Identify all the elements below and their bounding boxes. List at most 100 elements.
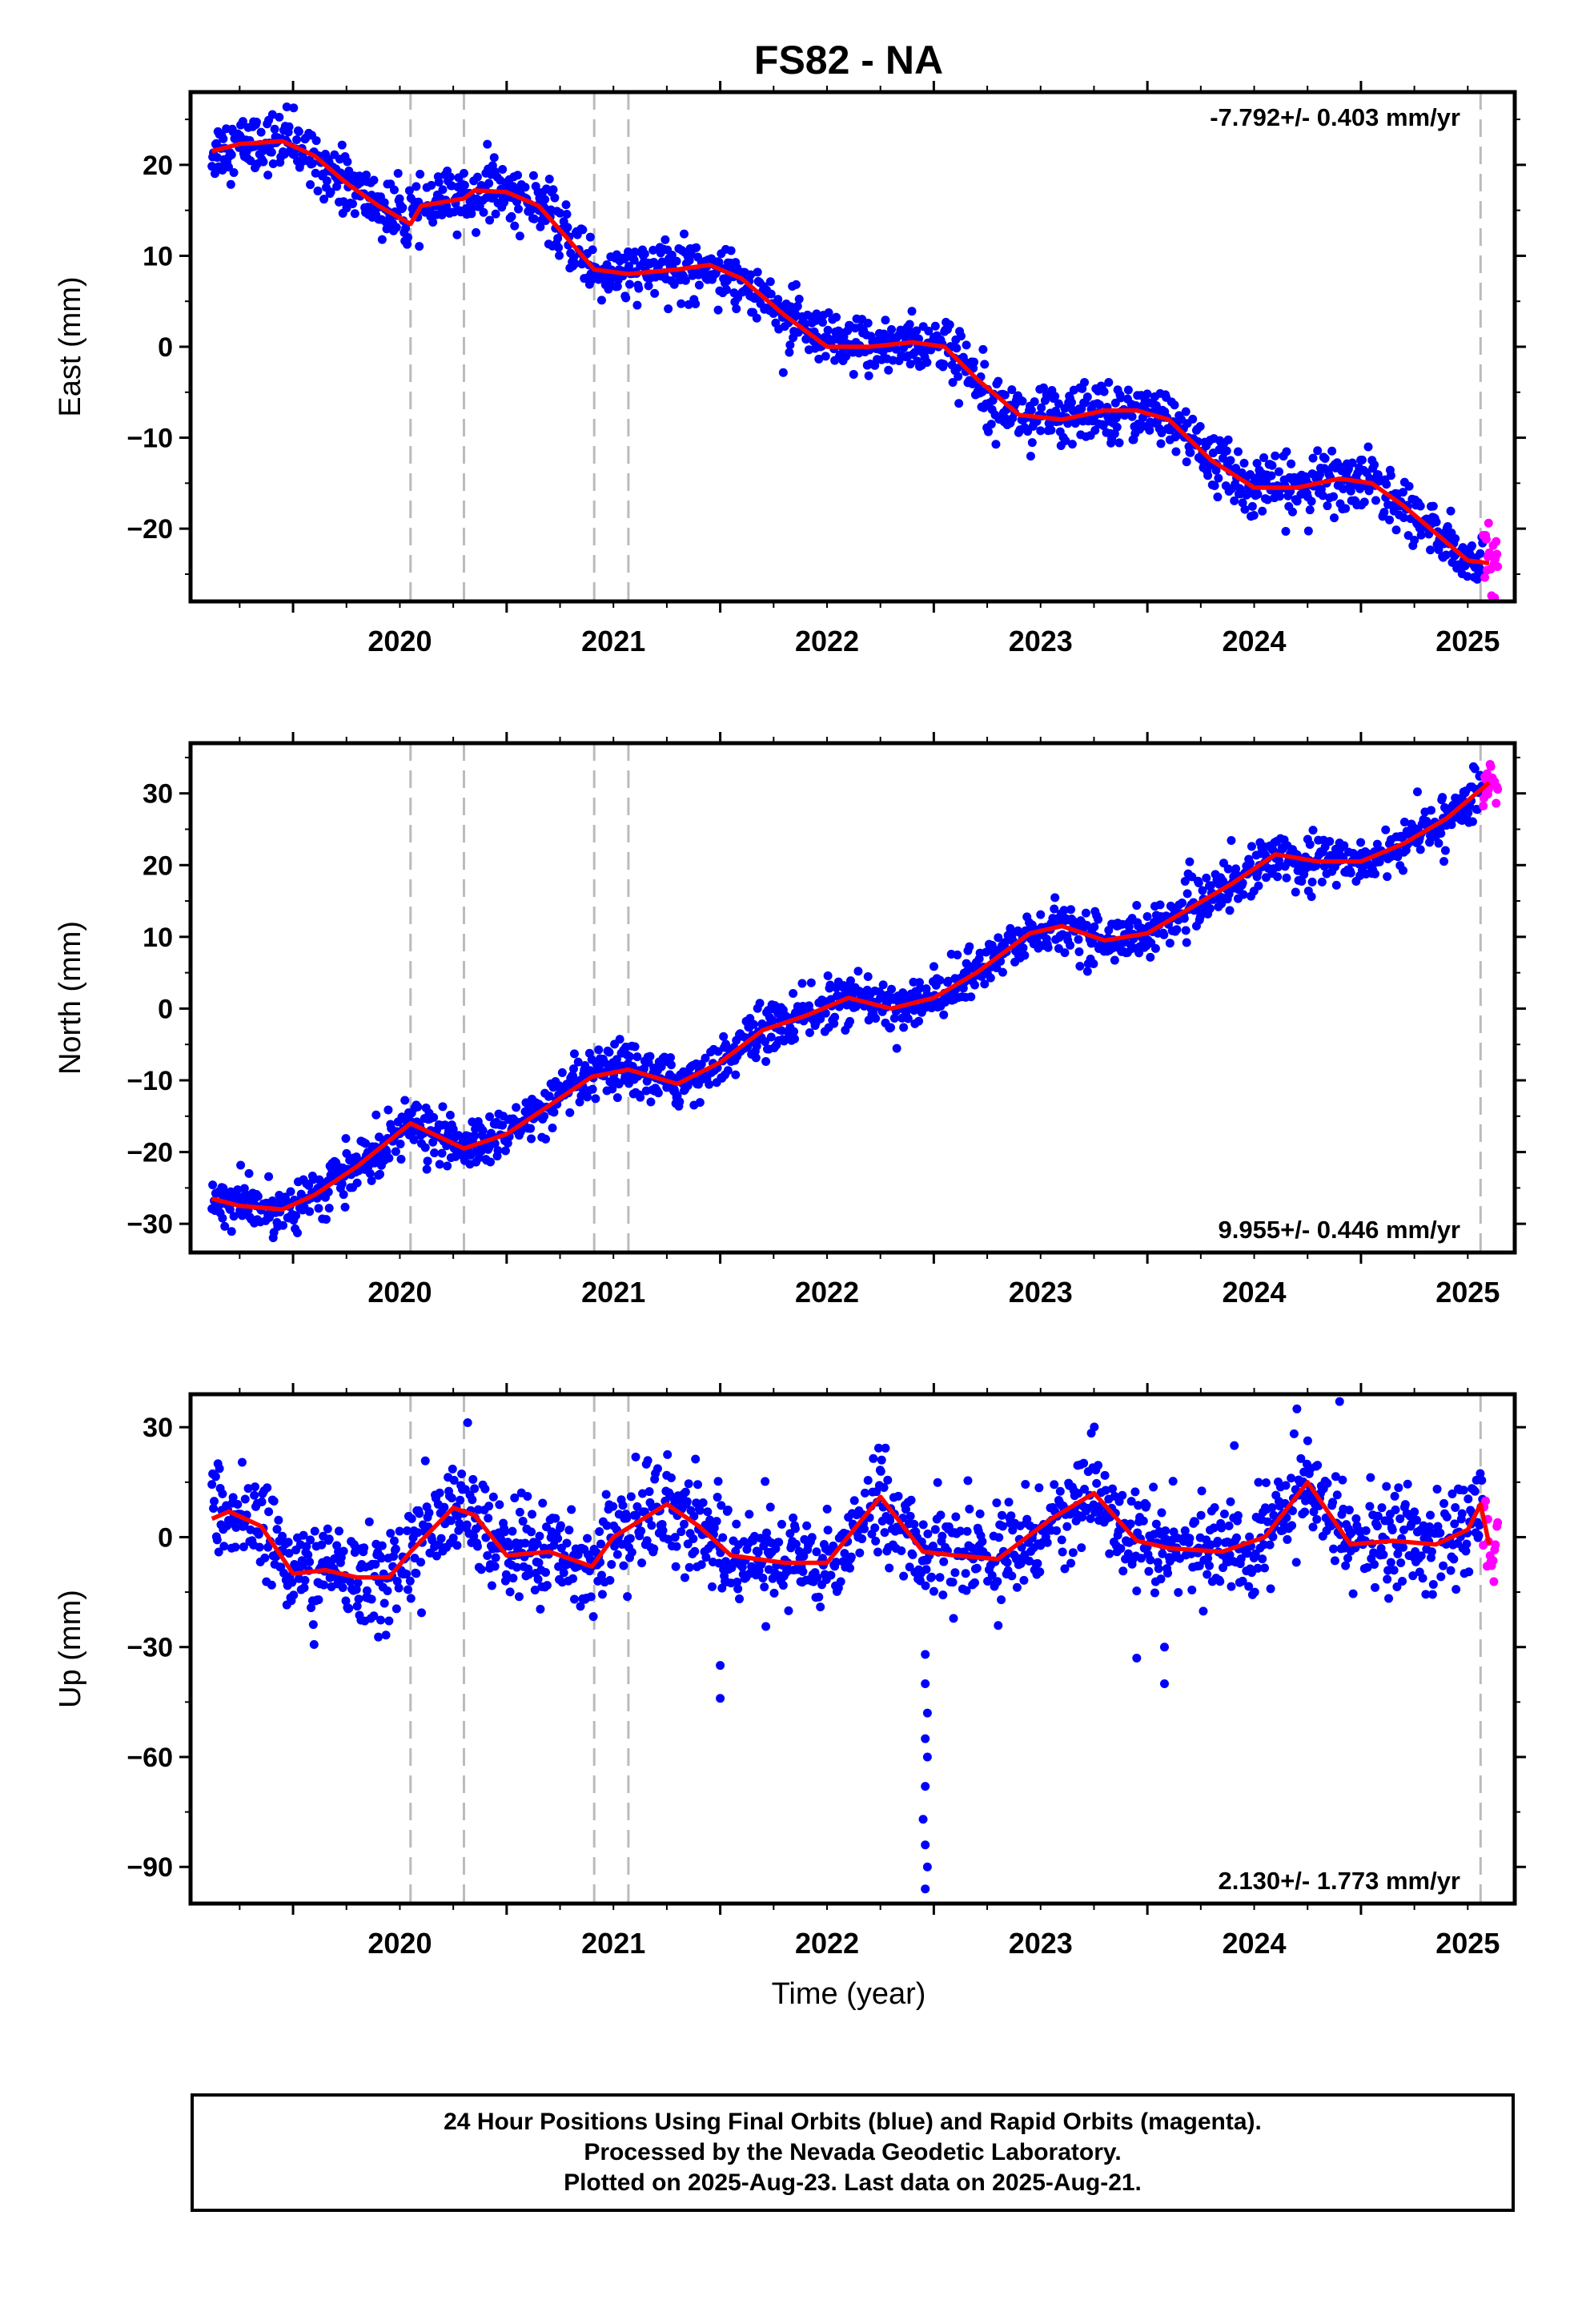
up-final-point bbox=[454, 1526, 464, 1535]
east-final-point bbox=[1287, 507, 1297, 517]
up-final-point bbox=[1459, 1486, 1468, 1495]
east-rapid-point bbox=[1484, 518, 1493, 528]
east-final-point bbox=[1323, 501, 1332, 511]
up-final-point bbox=[826, 1570, 836, 1580]
east-final-point bbox=[956, 332, 966, 341]
up-final-point bbox=[1432, 1484, 1442, 1494]
up-final-point bbox=[534, 1558, 544, 1567]
north-final-point bbox=[1082, 967, 1092, 976]
east-final-point bbox=[1039, 383, 1049, 392]
up-final-point bbox=[972, 1563, 982, 1573]
up-final-point bbox=[663, 1449, 673, 1459]
up-final-point bbox=[533, 1574, 543, 1584]
up-final-point bbox=[1174, 1587, 1183, 1597]
up-final-point bbox=[612, 1550, 622, 1559]
north-final-point bbox=[1066, 905, 1076, 915]
east-final-point bbox=[640, 249, 649, 259]
north-final-point bbox=[1198, 886, 1207, 895]
up-final-point bbox=[1268, 1532, 1278, 1542]
north-final-point bbox=[1020, 951, 1030, 960]
north-y-tick-label: 30 bbox=[143, 779, 173, 810]
up-final-point bbox=[790, 1524, 800, 1534]
up-final-point bbox=[490, 1562, 500, 1571]
up-final-point bbox=[218, 1489, 227, 1498]
north-final-point bbox=[994, 933, 1003, 943]
x-axis-label: Time (year) bbox=[772, 1977, 926, 2011]
up-final-point bbox=[228, 1493, 238, 1502]
east-final-point bbox=[226, 179, 235, 189]
east-final-point bbox=[732, 304, 741, 314]
up-final-point bbox=[403, 1585, 412, 1594]
up-final-point bbox=[671, 1562, 681, 1571]
east-rapid-point bbox=[1481, 534, 1491, 544]
east-final-point bbox=[223, 163, 233, 172]
north-final-point bbox=[1066, 940, 1075, 950]
up-final-point bbox=[353, 1578, 363, 1587]
up-final-point bbox=[921, 1565, 931, 1574]
east-final-point bbox=[721, 285, 731, 295]
up-final-point bbox=[791, 1539, 801, 1549]
north-final-point bbox=[1018, 943, 1028, 953]
east-final-point bbox=[650, 288, 660, 298]
north-final-point bbox=[1346, 868, 1355, 878]
east-final-point bbox=[513, 171, 523, 180]
north-final-point bbox=[227, 1227, 236, 1236]
up-final-point bbox=[308, 1620, 318, 1630]
up-final-point bbox=[1243, 1549, 1252, 1558]
up-final-point bbox=[652, 1464, 662, 1474]
up-final-point bbox=[1384, 1594, 1394, 1603]
north-final-point bbox=[966, 992, 976, 1002]
east-final-point bbox=[1240, 505, 1250, 514]
north-final-point bbox=[1223, 864, 1233, 874]
north-final-point bbox=[1425, 838, 1435, 847]
up-final-point bbox=[596, 1539, 606, 1549]
north-final-point bbox=[1274, 855, 1283, 865]
up-final-point bbox=[341, 1596, 351, 1606]
up-final-point bbox=[487, 1581, 496, 1590]
up-final-point bbox=[346, 1577, 355, 1586]
up-final-point bbox=[994, 1621, 1003, 1630]
east-final-point bbox=[954, 372, 963, 381]
up-final-point bbox=[948, 1578, 958, 1587]
north-final-point bbox=[1150, 943, 1160, 953]
up-final-point bbox=[1151, 1519, 1161, 1529]
up-final-point bbox=[1399, 1525, 1408, 1534]
up-final-point bbox=[1089, 1500, 1098, 1510]
north-final-point bbox=[1090, 922, 1099, 931]
up-final-point bbox=[1296, 1454, 1306, 1463]
north-final-point bbox=[286, 1187, 295, 1196]
north-final-point bbox=[437, 1148, 447, 1158]
east-final-point bbox=[905, 320, 914, 329]
north-final-point bbox=[821, 1008, 830, 1018]
up-final-point bbox=[317, 1540, 327, 1550]
north-final-point bbox=[723, 1066, 733, 1076]
up-final-point bbox=[299, 1530, 308, 1540]
north-final-point bbox=[1231, 864, 1241, 874]
up-final-point bbox=[1289, 1429, 1299, 1438]
east-final-point bbox=[554, 243, 564, 252]
north-final-point bbox=[1246, 858, 1255, 868]
north-final-point bbox=[1185, 857, 1195, 866]
up-final-point bbox=[1442, 1512, 1452, 1522]
east-final-point bbox=[485, 215, 495, 225]
up-final-point bbox=[608, 1502, 618, 1511]
up-final-point bbox=[250, 1490, 259, 1500]
north-rapid-point bbox=[1493, 785, 1503, 794]
north-y-tick-label: −20 bbox=[126, 1138, 173, 1168]
up-final-point bbox=[978, 1537, 987, 1546]
up-final-point bbox=[857, 1534, 867, 1544]
up-final-point bbox=[392, 1577, 402, 1586]
up-final-point bbox=[605, 1575, 615, 1585]
up-outlier-point-0 bbox=[716, 1661, 725, 1671]
up-final-point bbox=[1205, 1561, 1215, 1570]
up-final-point bbox=[823, 1526, 833, 1535]
up-final-point bbox=[1100, 1470, 1110, 1480]
up-final-point bbox=[732, 1519, 741, 1529]
east-final-point bbox=[484, 179, 494, 188]
north-final-point bbox=[624, 1051, 634, 1061]
up-final-point bbox=[463, 1418, 472, 1428]
up-final-point bbox=[1341, 1561, 1351, 1570]
up-final-point bbox=[391, 1544, 400, 1554]
east-final-point bbox=[294, 127, 303, 136]
east-x-tick-label: 2024 bbox=[1222, 625, 1286, 657]
